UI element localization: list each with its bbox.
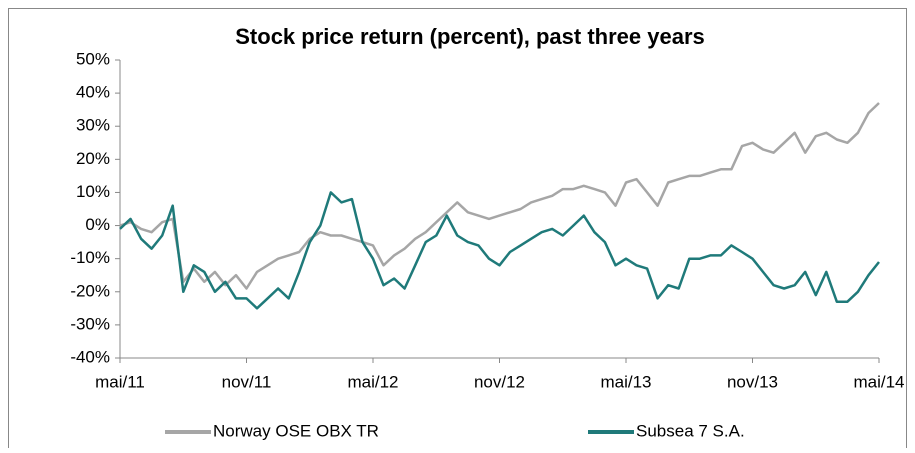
x-tick-label: mai/13	[600, 372, 651, 391]
y-tick-label: -30%	[70, 314, 110, 333]
legend-label: Subsea 7 S.A.	[636, 421, 745, 440]
x-tick-label: nov/13	[727, 372, 778, 391]
y-tick-label: 0%	[85, 215, 110, 234]
series-line	[119, 191, 880, 310]
y-tick-label: -10%	[70, 248, 110, 267]
legend-label: Norway OSE OBX TR	[213, 421, 379, 440]
chart-border	[8, 8, 907, 453]
chart-title: Stock price return (percent), past three…	[235, 24, 705, 49]
x-tick-label: mai/14	[853, 372, 904, 391]
x-tick-label: nov/11	[222, 372, 272, 391]
y-tick-label: 30%	[76, 116, 110, 135]
y-tick-label: 20%	[76, 149, 110, 168]
y-tick-label: -20%	[70, 281, 110, 300]
series-line	[119, 102, 880, 290]
y-tick-label: 50%	[76, 49, 110, 68]
x-tick-label: mai/12	[347, 372, 398, 391]
x-tick-label: mai/11	[95, 372, 145, 391]
y-tick-label: -40%	[70, 347, 110, 366]
x-tick-label: nov/12	[474, 372, 525, 391]
y-tick-label: 10%	[76, 182, 110, 201]
y-tick-label: 40%	[76, 83, 110, 102]
